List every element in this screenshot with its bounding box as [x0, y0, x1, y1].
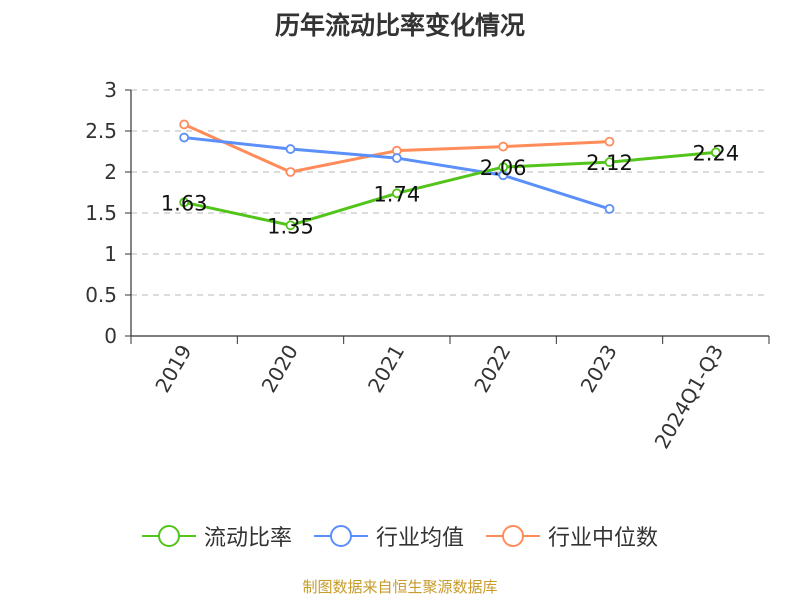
series-line: [183, 150, 716, 227]
data-point: [285, 167, 296, 177]
data-point: [604, 157, 615, 168]
y-tick-label: 3: [104, 78, 117, 102]
y-tick-label: 2: [104, 160, 117, 184]
data-point: [604, 203, 615, 214]
data-label: 1.63: [161, 191, 208, 215]
x-tick-label: 2023: [576, 341, 622, 397]
y-tick-label: 1.5: [85, 201, 117, 225]
data-point: [285, 220, 296, 231]
data-label: 2.12: [586, 151, 633, 175]
series-group: [179, 119, 721, 231]
data-point: [498, 141, 509, 152]
data-point: [710, 147, 721, 158]
data-label: 2.24: [692, 141, 739, 165]
axes: 0 0.5 1 1.5 2 2.5 3 2019 2020 2021 2022 2023 2024Q1-…: [85, 78, 770, 453]
data-source: 制图数据来自恒生聚源数据库: [302, 578, 498, 596]
data-labels: 1.63 1.35 1.74 2.06 2.12 2.24: [161, 141, 739, 238]
data-point: [179, 197, 190, 208]
x-tick-label: 2020: [257, 341, 303, 397]
y-tick-label: 0: [104, 324, 117, 348]
data-label: 1.35: [267, 214, 314, 238]
legend: 流动比率 行业均值 行业中位数: [0, 520, 800, 552]
legend-item-industry-mean[interactable]: 行业均值: [313, 520, 464, 552]
data-point: [391, 153, 402, 163]
chart-title: 历年流动比率变化情况: [274, 11, 525, 40]
data-point: [179, 119, 190, 130]
data-point: [179, 132, 190, 143]
legend-label: 行业均值: [375, 526, 464, 551]
x-tick-label: 2024Q1-Q3: [649, 341, 728, 453]
data-point: [498, 162, 509, 172]
x-tick-label: 2022: [469, 340, 515, 396]
y-tick-label: 2.5: [85, 119, 117, 143]
grid-lines: [131, 89, 769, 296]
data-point: [604, 136, 615, 147]
data-label: 1.74: [373, 182, 420, 206]
legend-label: 流动比率: [203, 526, 292, 551]
legend-swatch-blue: [313, 525, 368, 547]
y-tick-label: 0.5: [85, 283, 117, 307]
legend-swatch-green: [141, 525, 196, 547]
data-point: [285, 144, 296, 154]
legend-item-current-ratio[interactable]: 流动比率: [141, 520, 292, 552]
data-label: 2.06: [480, 156, 527, 180]
x-tick-label: 2021: [363, 341, 409, 397]
legend-label: 行业中位数: [548, 526, 659, 551]
x-tick-label: 2019: [150, 341, 196, 397]
legend-swatch-orange: [486, 525, 540, 547]
data-point: [391, 188, 402, 199]
legend-item-industry-median[interactable]: 行业中位数: [486, 520, 658, 552]
y-tick-label: 1: [104, 242, 117, 266]
